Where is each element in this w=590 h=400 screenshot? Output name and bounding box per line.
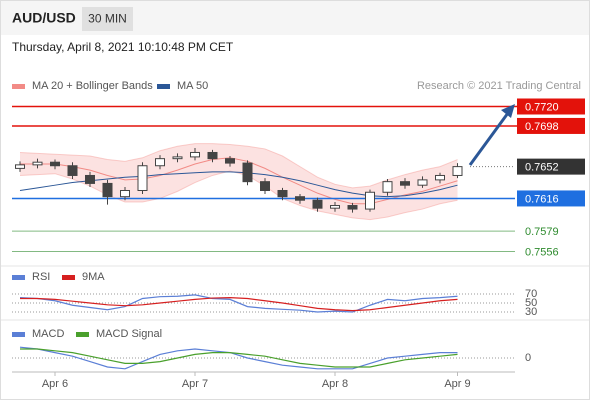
legend-label: MACD [32,328,64,340]
legend-swatch [12,275,25,280]
candle-body [347,205,358,210]
indicator-line [20,296,458,312]
level-label: 0.7556 [525,246,559,258]
level-label-box [517,190,585,207]
candle-body [137,165,148,191]
x-tick-label: Apr 9 [444,378,470,390]
candle-body [242,162,253,183]
indicator-line [19,346,458,370]
forecast-arrow [468,112,510,166]
candle-body [172,156,183,160]
x-tick-label: Apr 8 [322,378,348,390]
level-label: 0.7616 [525,193,559,205]
x-tick-label: Apr 7 [182,378,208,390]
candle-body [400,181,410,186]
y-tick-label: 30 [525,306,537,318]
legend-swatch [12,84,25,89]
datetime: Thursday, April 8, 2021 10:10:48 PM CET [12,40,234,54]
candle-body [225,158,235,164]
band-lower [19,170,458,221]
x-tick-label: Apr 6 [42,378,68,390]
y-tick-label: 50 [525,297,537,309]
candle-body [365,191,375,210]
ma-line [20,157,458,205]
indicator-line [20,348,458,368]
candle-body [102,182,113,198]
legend-label: MACD Signal [96,328,162,340]
level-label: 0.7579 [525,226,559,238]
forecast-arrowhead [501,104,515,118]
candle-body [312,199,323,209]
candle-body [277,189,288,198]
candle-body [330,205,340,209]
symbol: AUD/USD [12,10,76,26]
level-label-box [517,117,585,134]
candle-body [32,161,43,166]
timeframe[interactable]: 30 MIN [88,12,127,26]
candle-body [120,189,130,198]
legend-label: RSI [32,271,50,283]
timeframe-box[interactable] [82,7,133,31]
indicator-line [19,294,458,313]
legend-swatch [62,275,75,280]
band-upper [19,143,458,189]
legend-swatch [12,332,25,337]
legend-swatch [157,84,170,89]
level-label: 0.7720 [525,101,559,113]
bollinger-band [20,143,458,220]
candle-body [155,158,165,167]
legend-label: MA 20 + Bollinger Bands [32,80,153,92]
level-label: 0.7698 [525,121,559,133]
candle-body [50,161,60,167]
watermark: Research © 2021 Trading Central [417,80,581,92]
candle-body [260,181,270,191]
candle-body [435,174,445,181]
legend-label: 9MA [82,271,105,283]
current-label-box [517,158,585,175]
candle-body [67,165,78,176]
y-tick-label: 0 [525,352,531,364]
candle-body [417,179,428,186]
y-tick-label: 70 [525,288,537,300]
candle-body [190,151,200,158]
candle-body [15,164,25,169]
current-label: 0.7652 [525,162,559,174]
candle-body [85,174,95,184]
candle-body [452,166,463,176]
candle-body [207,151,218,160]
candle-body [295,196,305,201]
legend-label: MA 50 [177,80,208,92]
level-label-box [517,98,585,115]
legend-swatch [76,332,89,337]
candle-body [382,181,393,193]
